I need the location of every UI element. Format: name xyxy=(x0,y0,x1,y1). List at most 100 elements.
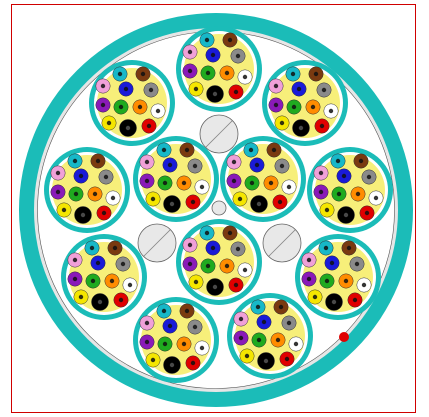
fiber-red xyxy=(279,351,295,367)
fiber-orange xyxy=(263,175,279,191)
fiber-white xyxy=(281,179,297,195)
fiber-yellow xyxy=(56,202,72,218)
fiber-aqua xyxy=(112,66,128,82)
fiber-brown xyxy=(222,225,238,241)
fiber-orange xyxy=(338,273,354,289)
fiber-white xyxy=(288,336,304,352)
fiber-rose xyxy=(139,315,155,331)
fiber-yellow xyxy=(274,115,290,131)
fiber-aqua xyxy=(156,303,172,319)
fiber-yellow xyxy=(319,202,335,218)
fiber-red xyxy=(141,118,157,134)
fiber-rose xyxy=(268,78,284,94)
fiber-violet xyxy=(182,63,198,79)
fiber-black xyxy=(163,195,181,213)
fiber-slate xyxy=(316,82,332,98)
fiber-red xyxy=(185,355,201,371)
buffer-tube xyxy=(176,26,262,112)
fiber-brown xyxy=(341,240,357,256)
fiber-black xyxy=(257,352,275,370)
fiber-brown xyxy=(90,153,106,169)
fiber-violet xyxy=(226,173,242,189)
fiber-blue xyxy=(90,255,106,271)
buffer-tube xyxy=(89,60,175,146)
fiber-aqua xyxy=(285,66,301,82)
fiber-violet xyxy=(182,256,198,272)
fiber-red xyxy=(113,292,129,308)
fiber-rose xyxy=(226,154,242,170)
fiber-slate xyxy=(361,169,377,185)
fiber-yellow xyxy=(239,348,255,364)
fiber-yellow xyxy=(145,352,161,368)
fiber-black xyxy=(74,206,92,224)
fiber-black xyxy=(163,356,181,374)
fiber-violet xyxy=(268,97,284,113)
fiber-aqua xyxy=(67,153,83,169)
buffer-tube xyxy=(133,136,219,222)
fiber-aqua xyxy=(199,225,215,241)
fiber-red xyxy=(228,84,244,100)
fiber-slate xyxy=(349,256,365,272)
fiber-orange xyxy=(219,258,235,274)
fiber-aqua xyxy=(84,240,100,256)
buffer-tube xyxy=(176,219,262,305)
fiber-white xyxy=(105,190,121,206)
buffer-tube xyxy=(307,147,393,233)
fiber-orange xyxy=(132,99,148,115)
fiber-blue xyxy=(205,47,221,63)
fiber-red xyxy=(347,292,363,308)
buffer-tube xyxy=(61,234,147,320)
fiber-yellow xyxy=(101,115,117,131)
fiber-black xyxy=(91,293,109,311)
fiber-rose xyxy=(67,252,83,268)
fiber-brown xyxy=(179,142,195,158)
fiber-slate xyxy=(274,158,290,174)
fiber-rose xyxy=(313,165,329,181)
fiber-blue xyxy=(73,168,89,184)
fiber-white xyxy=(150,103,166,119)
fiber-rose xyxy=(50,165,66,181)
fiber-white xyxy=(237,69,253,85)
fiber-green xyxy=(157,336,173,352)
fiber-orange xyxy=(270,332,286,348)
fiber-white xyxy=(122,277,138,293)
fiber-aqua xyxy=(250,299,266,315)
fiber-white xyxy=(194,179,210,195)
fiber-violet xyxy=(233,330,249,346)
fiber-green xyxy=(251,332,267,348)
fiber-black xyxy=(206,278,224,296)
fiber-yellow xyxy=(188,274,204,290)
fiber-orange xyxy=(176,336,192,352)
fiber-slate xyxy=(230,241,246,257)
fiber-blue xyxy=(118,81,134,97)
fiber-slate xyxy=(98,169,114,185)
fiber-white xyxy=(368,190,384,206)
fiber-slate xyxy=(143,82,159,98)
fiber-green xyxy=(113,99,129,115)
fiber-rose xyxy=(182,237,198,253)
ripcord xyxy=(339,332,349,342)
fiber-green xyxy=(85,273,101,289)
fiber-slate xyxy=(230,48,246,64)
fiber-green xyxy=(200,65,216,81)
fiber-slate xyxy=(187,319,203,335)
fiber-violet xyxy=(139,173,155,189)
fiber-violet xyxy=(313,184,329,200)
fiber-slate xyxy=(187,158,203,174)
fiber-black xyxy=(119,119,137,137)
fiber-blue xyxy=(162,157,178,173)
filler-rod xyxy=(137,223,177,263)
fiber-rose xyxy=(301,252,317,268)
fiber-violet xyxy=(50,184,66,200)
fiber-blue xyxy=(256,314,272,330)
fiber-brown xyxy=(308,66,324,82)
fiber-aqua xyxy=(243,142,259,158)
fiber-blue xyxy=(205,240,221,256)
fiber-red xyxy=(359,205,375,221)
filler-rod xyxy=(199,114,239,154)
fiber-green xyxy=(68,186,84,202)
fiber-green xyxy=(157,175,173,191)
fiber-green xyxy=(244,175,260,191)
filler-rod xyxy=(262,223,302,263)
